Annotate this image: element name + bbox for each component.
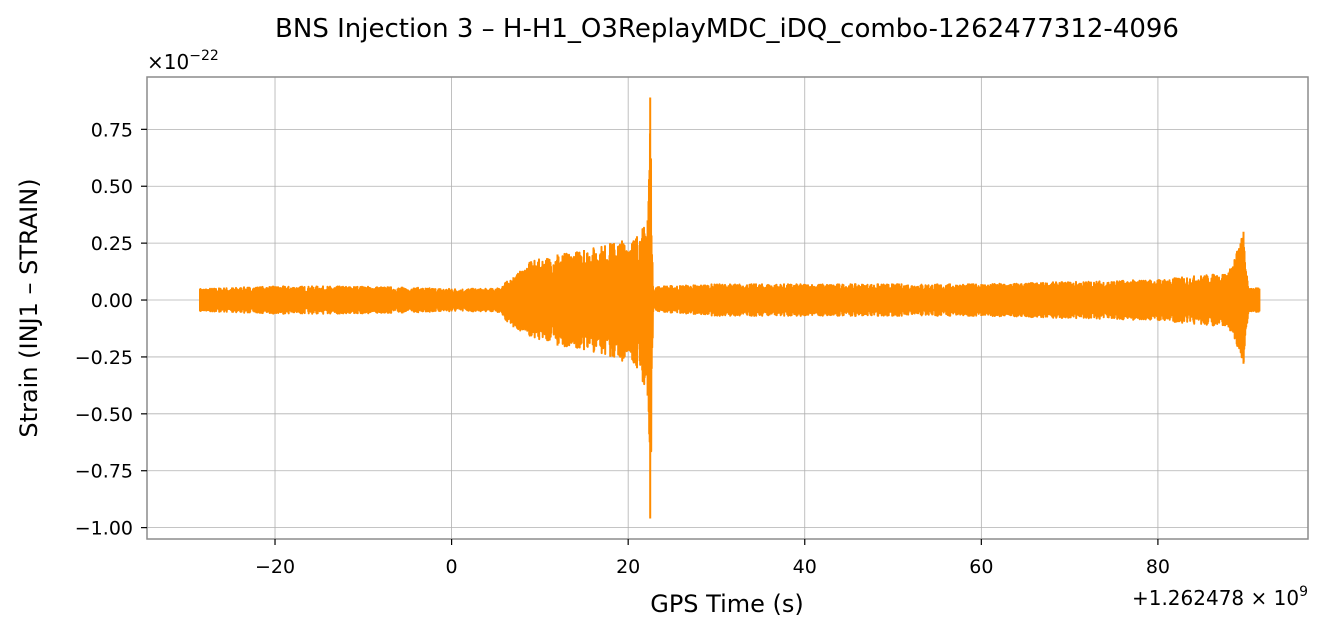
x-offset-label: +1.262478 × 109 — [1132, 584, 1308, 610]
y-tick-label: −0.25 — [75, 347, 133, 369]
x-tick-label: −20 — [255, 556, 295, 578]
series-layer — [199, 97, 1261, 519]
y-tick-label: −0.75 — [75, 461, 133, 483]
y-tick-label: 0.75 — [91, 119, 133, 141]
chart-title: BNS Injection 3 – H-H1_O3ReplayMDC_iDQ_c… — [275, 14, 1179, 44]
x-tick-label: 20 — [616, 556, 640, 578]
y-scale-label: ×10−22 — [147, 48, 219, 74]
x-axis-label: GPS Time (s) — [650, 590, 804, 618]
y-tick-label: −0.50 — [75, 404, 133, 426]
y-tick-label: 0.00 — [91, 290, 133, 312]
plot-frame — [146, 76, 1309, 540]
y-axis-label: Strain (INJ1 – STRAIN) — [15, 178, 43, 437]
series-line — [199, 97, 1261, 519]
x-tick-label: 80 — [1146, 556, 1170, 578]
x-tick-label: 0 — [446, 556, 458, 578]
y-tick-label: −1.00 — [75, 518, 133, 540]
y-tick-label: 0.50 — [91, 176, 133, 198]
x-tick-label: 60 — [969, 556, 993, 578]
y-tick-label: 0.25 — [91, 233, 133, 255]
y-ticks: 0.75 0.50 0.25 0.00 −0.25 −0.50 −0.75 −1.00 — [75, 119, 147, 540]
x-tick-label: 40 — [793, 556, 817, 578]
x-ticks: −20 0 20 40 60 80 — [255, 539, 1170, 578]
